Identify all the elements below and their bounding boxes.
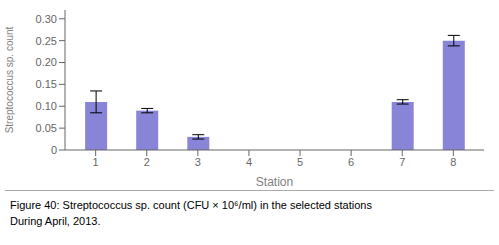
- svg-text:0.05: 0.05: [36, 122, 57, 134]
- svg-text:3: 3: [195, 156, 201, 168]
- svg-text:8: 8: [450, 156, 456, 168]
- svg-text:5: 5: [297, 156, 303, 168]
- svg-text:0.25: 0.25: [36, 35, 57, 47]
- svg-text:0.30: 0.30: [36, 13, 57, 25]
- svg-text:1: 1: [93, 156, 99, 168]
- svg-text:0.15: 0.15: [36, 78, 57, 90]
- svg-text:2: 2: [144, 156, 150, 168]
- svg-text:4: 4: [246, 156, 252, 168]
- svg-text:7: 7: [399, 156, 405, 168]
- html-text:During April, 2013.: During April, 2013.: [10, 215, 101, 227]
- svg-text:0.20: 0.20: [36, 56, 57, 68]
- svg-text:Station: Station: [256, 175, 293, 188]
- svg-text:6: 6: [348, 156, 354, 168]
- svg-text:0.10: 0.10: [36, 100, 57, 112]
- html-text:Figure 40: Streptococcus sp. c: Figure 40: Streptococcus sp. count (CFU …: [10, 199, 372, 211]
- svg-text:Streptococcus sp. count: Streptococcus sp. count: [8, 26, 15, 133]
- svg-text:0: 0: [51, 144, 57, 156]
